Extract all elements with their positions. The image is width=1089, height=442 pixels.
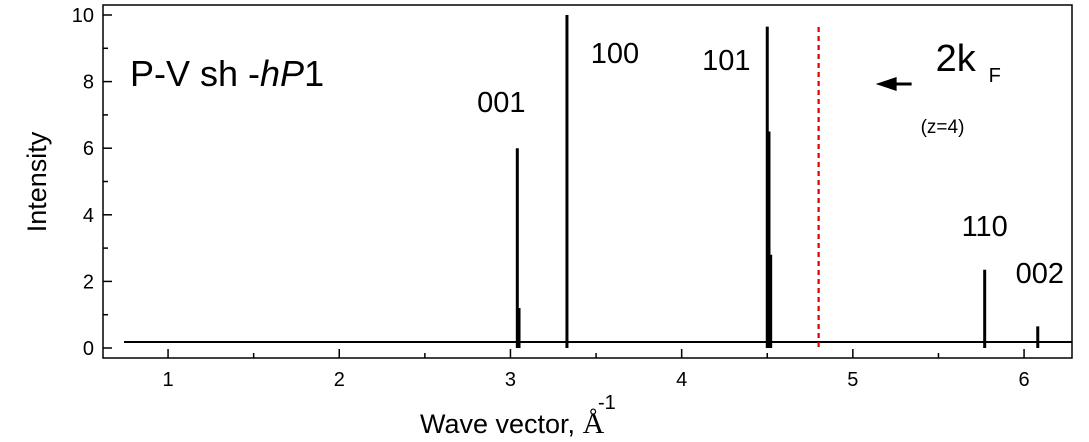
fermi-label: 2k	[936, 38, 977, 80]
y-tick-label: 10	[72, 5, 94, 27]
x-tick-label: 4	[676, 369, 687, 391]
chart-title: P-V sh -hP1	[130, 53, 324, 94]
x-axis-title-text: Wave vector,	[420, 409, 583, 439]
chart-title-part-2: hP	[260, 53, 304, 94]
x-tick-label: 6	[1019, 369, 1030, 391]
y-tick-label: 4	[83, 205, 94, 227]
x-tick-label: 1	[162, 369, 173, 391]
chart-title-part-1: P-V sh -	[130, 53, 260, 94]
x-axis-title-unit: Å	[583, 407, 605, 440]
peak-label: 110	[962, 211, 1008, 243]
fermi-arrow-head	[875, 77, 897, 91]
y-tick-label: 2	[83, 271, 94, 293]
x-axis-ticks: 1 2 3 4 5 6	[162, 349, 1030, 391]
x-tick-label: 3	[505, 369, 516, 391]
fermi-marker-group: 2k F (z=4)	[817, 27, 1001, 349]
y-tick-label: 8	[83, 72, 94, 94]
chart-title-part-3: 1	[304, 53, 324, 94]
y-tick-label: 0	[83, 338, 94, 360]
y-axis-ticks: 0 2 4 6 8 10	[72, 5, 112, 360]
y-tick-label: 6	[83, 138, 94, 160]
x-tick-label: 2	[334, 369, 345, 391]
fermi-label-subscript: F	[989, 65, 1001, 87]
peak-label: 100	[591, 38, 639, 70]
peak-label: 002	[1016, 258, 1064, 290]
fermi-note: (z=4)	[921, 117, 965, 138]
x-axis-title-superscript: -1	[598, 392, 616, 414]
peak-label: 001	[477, 87, 525, 119]
peak-label: 101	[702, 45, 750, 77]
x-axis-title: Wave vector, Å	[420, 407, 605, 440]
x-tick-label: 5	[847, 369, 858, 391]
y-axis-title: Intensity	[22, 131, 52, 232]
